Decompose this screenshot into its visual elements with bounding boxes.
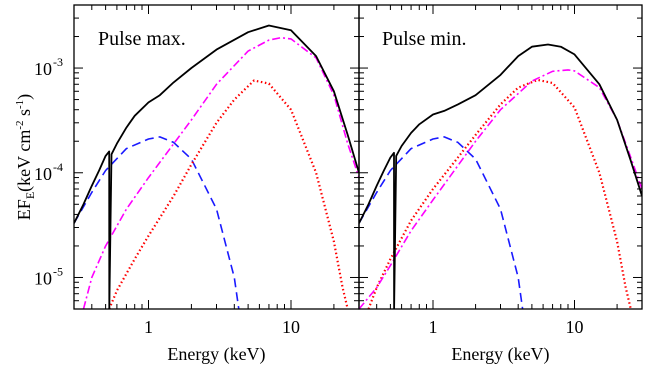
curve-group [359,43,642,309]
series-line-dashdot [359,69,642,309]
y-tick-exponent: -3 [53,55,63,69]
y-label-exp2: -1 [14,100,26,109]
y-label-units: (keV cm [14,130,35,192]
x-axis-label: Energy (keV) [451,344,549,365]
series-line-dotted [108,79,349,309]
series-line-dashed [359,136,524,309]
y-tick-exponent: -5 [53,264,63,278]
series-line-dotted [367,78,632,309]
y-label-mid: s [14,109,34,121]
y-label-exp1: -2 [14,121,26,130]
y-axis-label: EFE(keV cm-2 s-1) [14,94,37,220]
x-axis-label: Energy (keV) [167,344,265,365]
x-tick-label: 10 [282,317,300,337]
y-label-ef: EF [14,199,34,220]
panel-pulse-min: 1 10 Pulse min. Energy (keV) [358,4,643,365]
series-line-dashdot [82,36,359,309]
y-tick-label: 10 [34,164,52,184]
curve-group [74,24,359,309]
series-line-solid [359,43,642,309]
y-tick-label: 10 [34,268,52,288]
x-tick-label: 1 [144,317,153,337]
x-tick-label: 1 [428,317,437,337]
plot-frame [358,4,643,310]
series-line-dashed [74,136,240,309]
panel-label: Pulse max. [98,28,186,50]
x-tick-label: 10 [565,317,583,337]
y-label-sub: E [23,192,37,199]
series-line-solid [74,24,359,309]
tick-group: 1 10 [358,4,643,337]
y-tick-label: 10 [34,59,52,79]
y-label-close: ) [14,94,35,100]
y-tick-exponent: -4 [53,160,63,174]
panel-label: Pulse min. [382,28,466,50]
